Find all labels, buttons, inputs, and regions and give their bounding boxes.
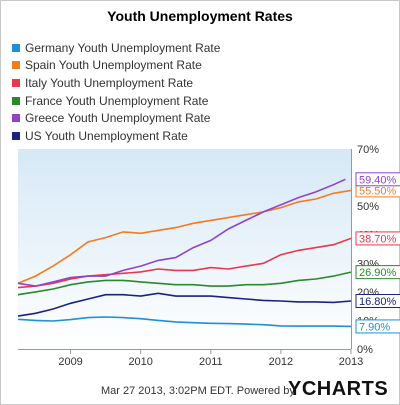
series-line-1	[17, 189, 352, 285]
plot-area	[18, 149, 351, 349]
end-label-1: 55.50%	[359, 185, 397, 197]
series-line-5	[17, 292, 352, 317]
legend-item-1[interactable]: Spain Youth Unemployment Rate	[12, 57, 220, 75]
x-tick-label-2011: 2011	[199, 356, 223, 368]
ycharts-logo[interactable]: YCHARTS	[288, 378, 388, 401]
end-label-2: 38.70%	[359, 233, 397, 245]
end-label-4: 59.40%	[359, 174, 397, 186]
legend-label-2: Italy Youth Unemployment Rate	[25, 75, 194, 90]
end-label-box-0	[355, 319, 400, 334]
end-label-5: 16.80%	[359, 296, 397, 308]
y-tick-label-70: 70%	[357, 144, 379, 156]
x-tick-label-2009: 2009	[58, 356, 82, 368]
legend: Germany Youth Unemployment Rate Spain You…	[12, 39, 220, 145]
series-line-3	[17, 271, 352, 296]
end-label-box-3	[355, 265, 400, 280]
legend-item-2[interactable]: Italy Youth Unemployment Rate	[12, 74, 220, 92]
legend-item-5[interactable]: US Youth Unemployment Rate	[12, 127, 220, 145]
legend-label-1: Spain Youth Unemployment Rate	[25, 58, 202, 73]
end-label-box-5	[355, 294, 400, 308]
y-tick-label-50: 50%	[357, 201, 379, 213]
logo-rest: CHARTS	[301, 378, 389, 400]
legend-label-4: Greece Youth Unemployment Rate	[25, 111, 211, 126]
legend-label-5: US Youth Unemployment Rate	[25, 128, 188, 143]
end-label-box-4	[355, 172, 400, 187]
legend-item-3[interactable]: France Youth Unemployment Rate	[12, 92, 220, 110]
series-line-4	[17, 178, 346, 287]
series-line-0	[17, 316, 352, 328]
series-line-2	[17, 237, 352, 289]
legend-item-4[interactable]: Greece Youth Unemployment Rate	[12, 109, 220, 127]
legend-swatch-1	[12, 61, 20, 70]
x-tick-label-2012: 2012	[269, 356, 293, 368]
logo-y: Y	[288, 378, 302, 400]
x-tick-label-2013: 2013	[339, 356, 363, 368]
end-label-box-2	[355, 231, 400, 246]
legend-swatch-4	[12, 114, 20, 123]
x-tick-label-2010: 2010	[128, 356, 152, 368]
legend-swatch-5	[12, 131, 20, 140]
legend-swatch-0	[12, 43, 20, 52]
legend-label-0: Germany Youth Unemployment Rate	[25, 40, 221, 55]
chart-title: Youth Unemployment Rates	[107, 8, 293, 24]
footer-timestamp: Mar 27 2013, 3:02PM EDT. Powered by	[101, 385, 295, 397]
end-label-0: 7.90%	[359, 321, 390, 333]
legend-item-0[interactable]: Germany Youth Unemployment Rate	[12, 39, 220, 57]
legend-label-3: France Youth Unemployment Rate	[25, 93, 209, 108]
legend-swatch-2	[12, 78, 20, 87]
legend-swatch-3	[12, 96, 20, 105]
y-tick-label-0: 0%	[357, 344, 373, 356]
end-label-3: 26.90%	[359, 267, 397, 279]
